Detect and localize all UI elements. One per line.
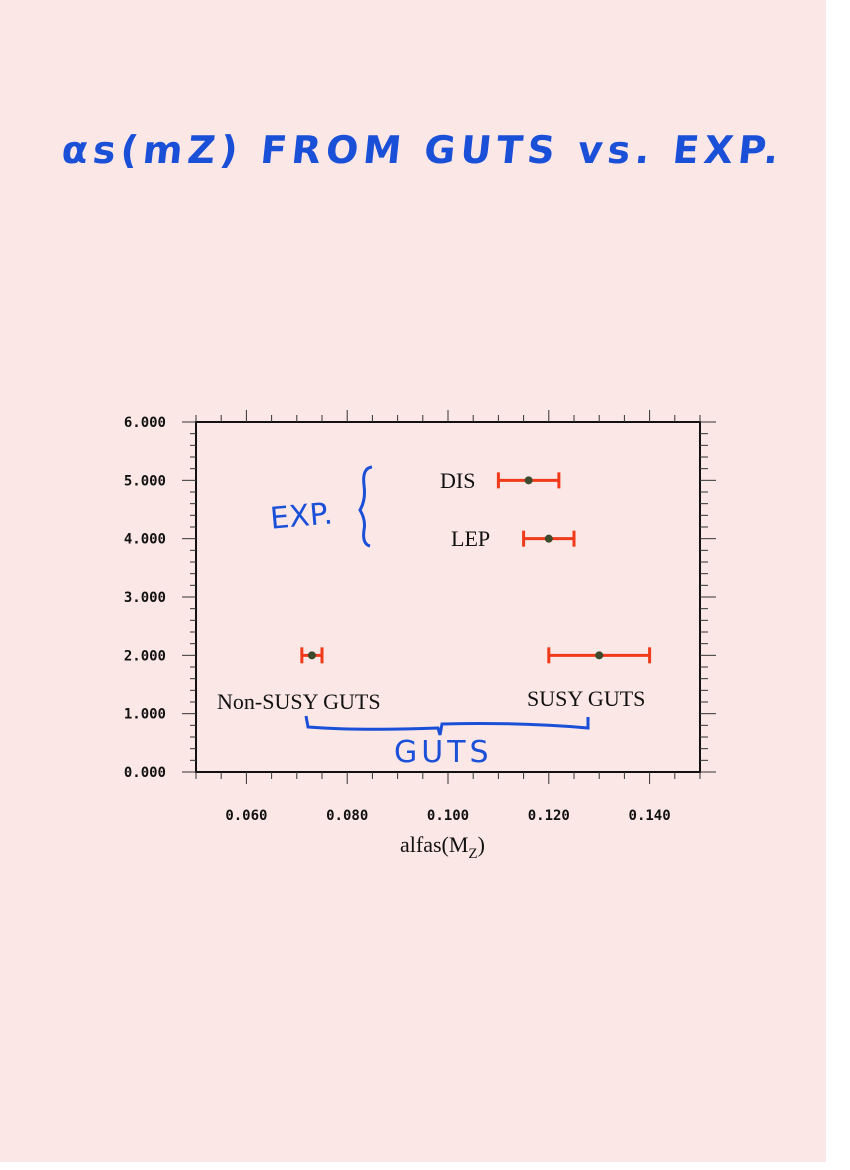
y-tick-label: 3.000 xyxy=(124,590,166,606)
x-tick-label: 0.100 xyxy=(427,808,469,824)
x-tick-label: 0.080 xyxy=(326,808,368,824)
y-tick-label: 1.000 xyxy=(124,707,166,723)
paper-sheet xyxy=(0,0,826,1162)
data-point xyxy=(524,476,533,485)
y-tick-label: 5.000 xyxy=(124,473,166,489)
label-dis: DIS xyxy=(440,468,475,493)
label-lep: LEP xyxy=(451,526,490,551)
exp-brace xyxy=(358,465,373,548)
annotation-guts: GUTS xyxy=(394,735,493,770)
y-tick-label: 2.000 xyxy=(124,648,166,664)
data-point xyxy=(307,651,316,660)
y-tick-label: 4.000 xyxy=(124,532,166,548)
annotation-exp: EXP. xyxy=(269,496,334,536)
x-tick-label: 0.060 xyxy=(225,808,267,824)
y-tick-label: 0.000 xyxy=(124,765,166,781)
data-point xyxy=(595,651,604,660)
x-tick-label: 0.120 xyxy=(528,808,570,824)
label-non-susy-guts: Non-SUSY GUTS xyxy=(217,689,381,714)
label-susy-guts: SUSY GUTS xyxy=(527,686,645,711)
y-tick-label: 6.000 xyxy=(124,415,166,431)
data-point xyxy=(544,534,553,543)
x-axis-label: alfas(MZ) xyxy=(400,832,485,862)
guts-brace xyxy=(304,715,590,736)
x-tick-label: 0.140 xyxy=(629,808,671,824)
